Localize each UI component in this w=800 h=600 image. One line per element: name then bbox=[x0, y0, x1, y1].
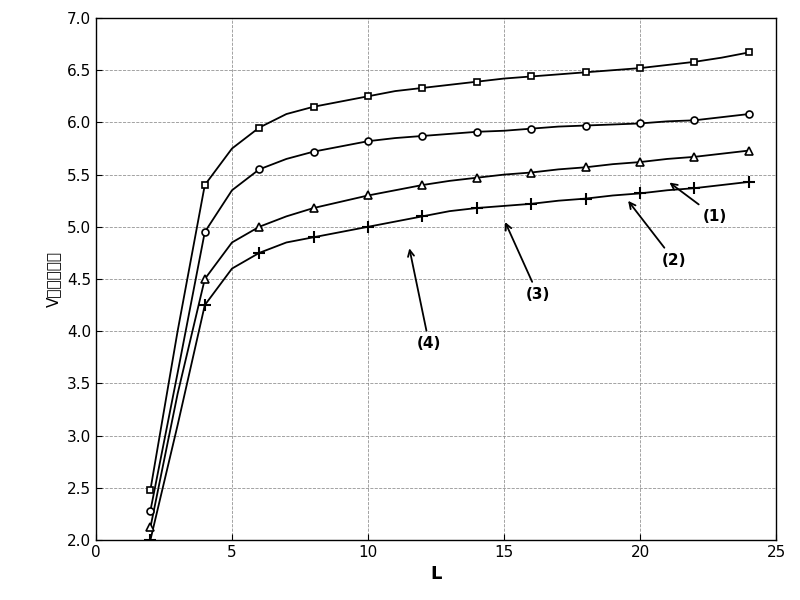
Y-axis label: V矩阵自由度: V矩阵自由度 bbox=[46, 251, 62, 307]
Text: (1): (1) bbox=[671, 184, 727, 224]
Text: (3): (3) bbox=[506, 224, 550, 302]
Text: (4): (4) bbox=[408, 250, 442, 351]
X-axis label: L: L bbox=[430, 565, 442, 583]
Text: (2): (2) bbox=[630, 202, 686, 268]
